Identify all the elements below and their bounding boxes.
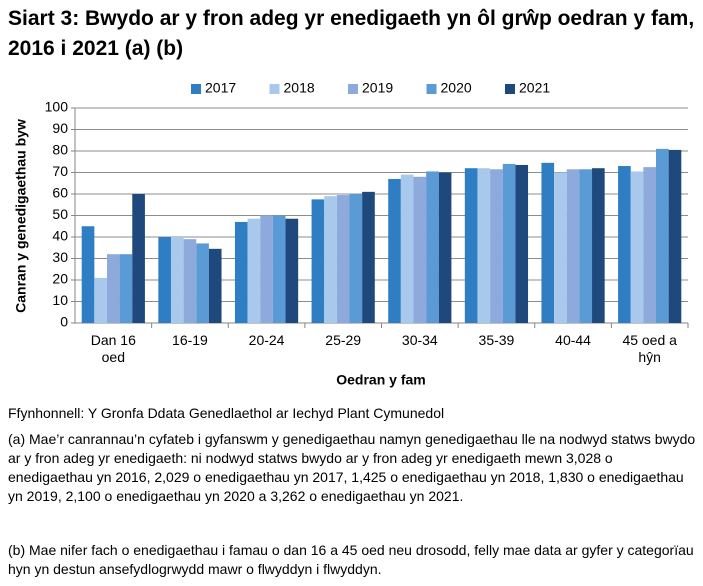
legend-label: 2019 <box>362 80 393 96</box>
y-tick-label: 20 <box>52 271 68 287</box>
bar <box>668 149 682 323</box>
x-tick-label: 16-19 <box>172 332 208 348</box>
bar <box>579 169 593 323</box>
bar <box>81 226 95 323</box>
bar <box>464 168 478 323</box>
bar <box>400 174 414 323</box>
bar <box>170 237 184 323</box>
x-tick-label: 35-39 <box>478 332 515 348</box>
x-axis-label: Oedran y fam <box>336 372 425 388</box>
bar <box>260 215 273 323</box>
bar <box>272 215 286 323</box>
legend-label: 2021 <box>519 80 550 96</box>
y-tick-label: 80 <box>52 142 68 158</box>
y-tick-label: 0 <box>60 314 68 330</box>
bar <box>630 171 644 323</box>
bar <box>132 194 145 323</box>
y-tick-label: 60 <box>52 185 68 201</box>
legend-label: 2017 <box>205 80 236 96</box>
bar <box>426 171 439 323</box>
chart-title: Siart 3: Bwydo ar y fron adeg yr enediga… <box>8 7 695 60</box>
x-tick-label: Dan 16 oed <box>90 332 136 365</box>
bar <box>618 166 631 323</box>
bar <box>183 239 197 323</box>
y-tick-label: 40 <box>52 228 68 244</box>
x-tick-label: 20-24 <box>248 332 285 348</box>
y-axis-label: Canran y genedigaethau byw <box>13 119 29 313</box>
x-tick-label: 25-29 <box>325 332 362 348</box>
bar <box>285 218 299 323</box>
bar <box>208 248 222 323</box>
legend-label: 2020 <box>441 80 472 96</box>
chart: Canran y genedigaethau byw Oedran y fam … <box>13 80 689 388</box>
y-tick-label: 50 <box>52 206 68 222</box>
legend-swatch <box>348 84 358 94</box>
y-tick-label: 100 <box>45 99 69 115</box>
bar <box>247 218 261 323</box>
source: Ffynhonnell: Y Gronfa Ddata Genedlaethol… <box>8 405 445 421</box>
bar <box>502 163 516 323</box>
x-tick-label: 45 oed a hŷn <box>622 332 677 365</box>
bar <box>656 148 669 323</box>
legend-swatch <box>505 84 515 94</box>
y-tick-label: 10 <box>52 292 68 308</box>
bar <box>94 277 107 323</box>
bar <box>196 243 209 323</box>
bar <box>490 169 503 323</box>
bar <box>643 167 657 323</box>
bar <box>592 168 605 323</box>
bar <box>477 168 491 323</box>
y-tick-label: 30 <box>52 249 68 265</box>
bar <box>324 196 337 323</box>
note: (a) Mae’r canrannau’n cyfateb i gyfanswm… <box>8 431 696 504</box>
bar <box>362 191 375 323</box>
bar <box>349 194 363 323</box>
bar <box>388 178 401 323</box>
bar <box>515 164 529 323</box>
bar <box>566 169 580 323</box>
bar <box>106 254 120 323</box>
legend-swatch <box>269 84 280 94</box>
note: (b) Mae nifer fach o enedigaethau i fama… <box>8 542 694 577</box>
bar <box>158 237 171 323</box>
y-tick-label: 70 <box>52 163 68 179</box>
x-tick-label: 40-44 <box>555 332 591 348</box>
bar <box>413 176 427 323</box>
bar <box>541 162 555 323</box>
bar <box>554 172 567 323</box>
legend-swatch <box>426 84 437 94</box>
bar <box>311 199 325 323</box>
legend-label: 2018 <box>284 80 315 96</box>
bar <box>336 195 350 323</box>
y-tick-label: 90 <box>52 120 68 136</box>
bar <box>438 172 452 323</box>
bar <box>119 254 133 323</box>
legend-swatch <box>191 84 201 94</box>
x-tick-label: 30-34 <box>401 332 438 348</box>
bar <box>234 221 248 323</box>
